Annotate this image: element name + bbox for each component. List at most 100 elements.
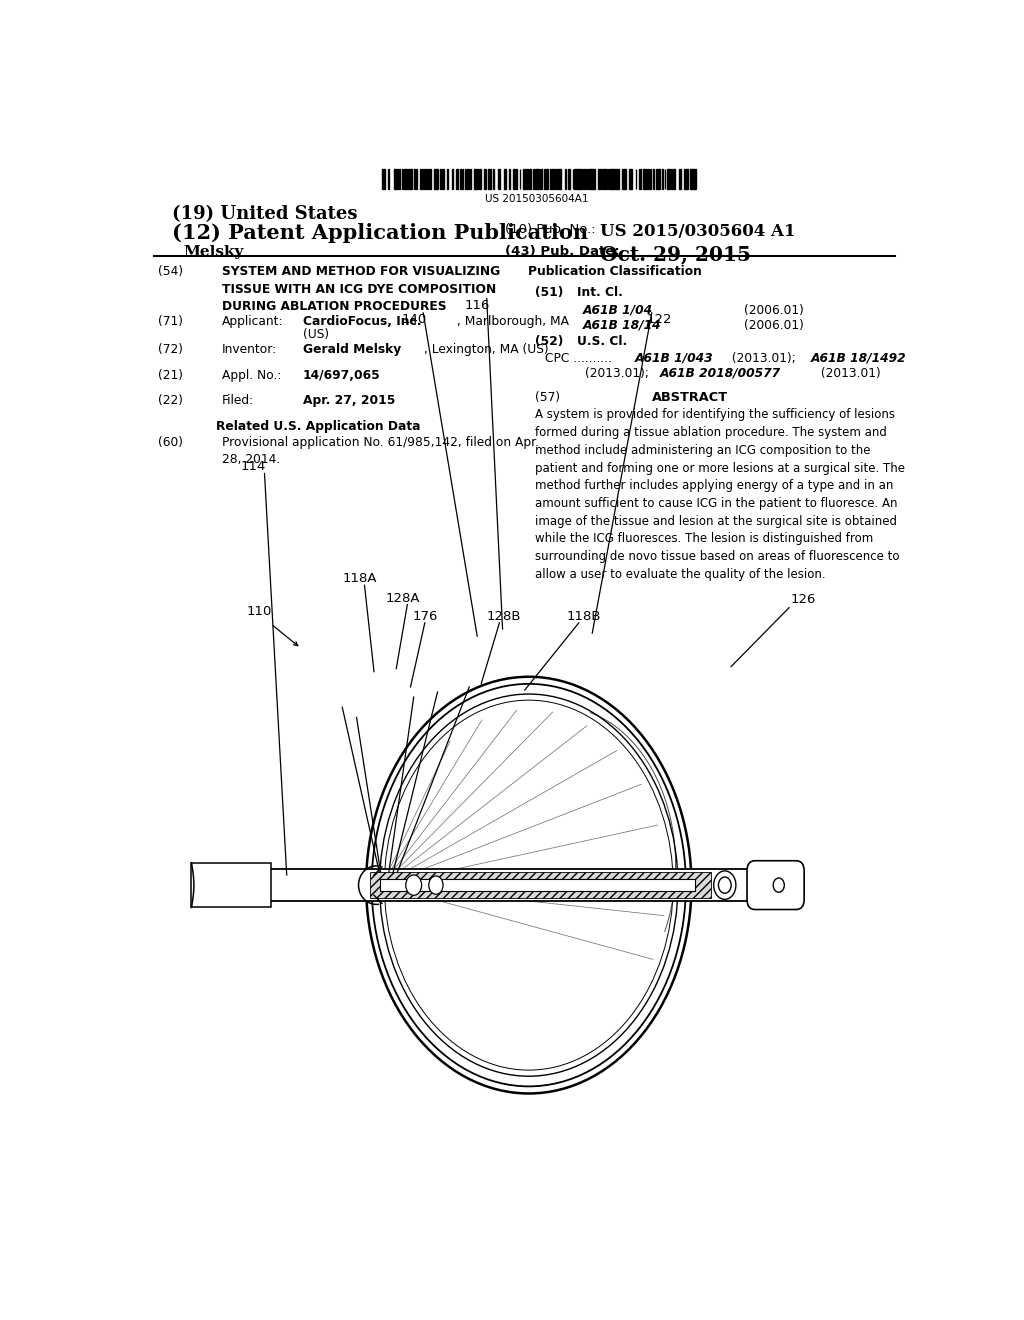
Text: (43) Pub. Date:: (43) Pub. Date:: [505, 244, 620, 257]
Bar: [557, 169, 561, 189]
Bar: [398, 169, 400, 189]
Bar: [588, 169, 592, 189]
Circle shape: [773, 878, 784, 892]
Text: U.S. Cl.: U.S. Cl.: [578, 335, 628, 348]
Text: US 20150305604A1: US 20150305604A1: [485, 194, 589, 205]
Text: 118B: 118B: [567, 610, 601, 623]
Text: Provisional application No. 61/985,142, filed on Apr.
28, 2014.: Provisional application No. 61/985,142, …: [221, 436, 539, 466]
Bar: [612, 169, 616, 189]
Bar: [673, 169, 675, 189]
Circle shape: [714, 871, 736, 899]
Bar: [420, 169, 422, 189]
Bar: [240, 869, 791, 902]
FancyBboxPatch shape: [748, 861, 804, 909]
Text: A system is provided for identifying the sufficiency of lesions
formed during a : A system is provided for identifying the…: [536, 408, 905, 581]
Bar: [382, 169, 385, 189]
Text: (10) Pub. No.:: (10) Pub. No.:: [505, 223, 596, 236]
Text: 176: 176: [412, 610, 437, 623]
Text: SYSTEM AND METHOD FOR VISUALIZING
TISSUE WITH AN ICG DYE COMPOSITION
DURING ABLA: SYSTEM AND METHOD FOR VISUALIZING TISSUE…: [221, 265, 500, 313]
Bar: [609, 169, 611, 189]
Bar: [456, 169, 458, 189]
Text: (54): (54): [158, 265, 183, 279]
Bar: [498, 169, 500, 189]
Text: Apr. 27, 2015: Apr. 27, 2015: [303, 395, 395, 407]
Text: 140: 140: [401, 313, 426, 326]
Bar: [428, 169, 431, 189]
Bar: [684, 169, 688, 189]
Text: US 2015/0305604 A1: US 2015/0305604 A1: [600, 223, 796, 240]
Bar: [554, 169, 556, 189]
Bar: [579, 169, 582, 189]
Text: 114: 114: [241, 461, 266, 474]
Bar: [528, 169, 531, 189]
Text: Filed:: Filed:: [221, 395, 254, 407]
Text: 116: 116: [465, 298, 489, 312]
Text: (72): (72): [158, 343, 183, 356]
Bar: [568, 169, 570, 189]
Text: 110: 110: [247, 605, 272, 618]
Bar: [393, 169, 397, 189]
Bar: [667, 169, 670, 189]
Bar: [191, 863, 270, 907]
Bar: [526, 169, 527, 189]
Text: (22): (22): [158, 395, 183, 407]
Bar: [452, 169, 454, 189]
Bar: [388, 169, 389, 189]
Text: A61B 18/1492: A61B 18/1492: [811, 351, 906, 364]
Text: Gerald Melsky: Gerald Melsky: [303, 343, 400, 356]
Text: Inventor:: Inventor:: [221, 343, 276, 356]
Bar: [656, 169, 660, 189]
Text: Publication Classification: Publication Classification: [527, 265, 701, 279]
Bar: [574, 169, 578, 189]
Text: (57): (57): [536, 391, 560, 404]
Bar: [541, 169, 542, 189]
Text: Related U.S. Application Data: Related U.S. Application Data: [216, 420, 421, 433]
Text: (2006.01): (2006.01): [743, 304, 804, 317]
Text: , Marlborough, MA: , Marlborough, MA: [458, 315, 569, 327]
Text: ABSTRACT: ABSTRACT: [652, 391, 728, 404]
Text: A61B 1/043: A61B 1/043: [634, 351, 713, 364]
Bar: [484, 169, 485, 189]
Bar: [474, 169, 478, 189]
Text: 128A: 128A: [386, 591, 421, 605]
Bar: [479, 169, 480, 189]
Bar: [606, 169, 608, 189]
Text: Oct. 29, 2015: Oct. 29, 2015: [600, 244, 752, 265]
Bar: [446, 169, 449, 189]
Text: A61B 1/04: A61B 1/04: [583, 304, 653, 317]
Bar: [679, 169, 681, 189]
Bar: [623, 169, 626, 189]
Bar: [488, 169, 490, 189]
Bar: [544, 169, 548, 189]
Circle shape: [429, 876, 443, 894]
Bar: [370, 873, 712, 899]
Text: (2013.01): (2013.01): [817, 367, 881, 380]
Bar: [536, 169, 539, 189]
Bar: [509, 169, 510, 189]
Text: (US): (US): [303, 329, 329, 341]
Text: 122: 122: [647, 313, 673, 326]
Bar: [408, 169, 412, 189]
Text: (60): (60): [158, 436, 183, 449]
Text: Appl. No.:: Appl. No.:: [221, 368, 281, 381]
Bar: [593, 169, 595, 189]
Text: Int. Cl.: Int. Cl.: [578, 286, 623, 300]
Bar: [523, 169, 524, 189]
Text: 128B: 128B: [486, 610, 521, 623]
Bar: [694, 169, 696, 189]
Text: (19) United States: (19) United States: [172, 205, 357, 223]
Text: A61B 2018/00577: A61B 2018/00577: [659, 367, 781, 380]
Text: CPC ..........: CPC ..........: [546, 351, 612, 364]
Bar: [434, 169, 436, 189]
Bar: [629, 169, 632, 189]
Text: (71): (71): [158, 315, 183, 327]
Text: CardioFocus, Inc.: CardioFocus, Inc.: [303, 315, 421, 327]
Bar: [403, 169, 407, 189]
Text: (12) Patent Application Publication: (12) Patent Application Publication: [172, 223, 588, 243]
Bar: [380, 879, 695, 891]
Bar: [639, 169, 641, 189]
Text: (2013.01);: (2013.01);: [728, 351, 800, 364]
Text: (2013.01);: (2013.01);: [585, 367, 653, 380]
Bar: [550, 169, 553, 189]
Bar: [513, 169, 515, 189]
